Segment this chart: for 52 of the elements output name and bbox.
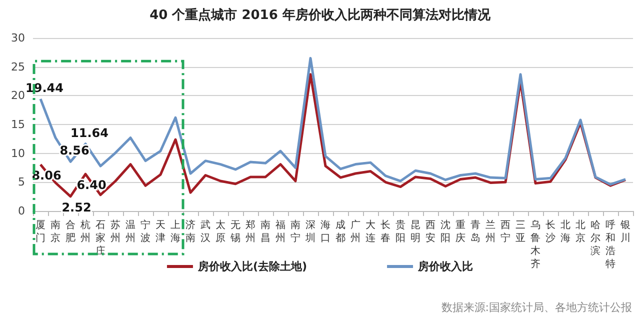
x-tick-label: 济南	[186, 219, 196, 244]
y-tick-label: 10	[11, 146, 25, 160]
x-tick-label: 长春	[380, 219, 390, 244]
x-tick-label: 乌鲁木齐	[530, 219, 540, 270]
x-tick-label: 西宁	[500, 220, 510, 244]
x-tick-label: 昆明	[410, 220, 420, 244]
y-tick-label: 15	[11, 118, 25, 131]
x-tick-label: 贵阳	[396, 219, 406, 244]
x-tick-label: 厦门	[36, 220, 46, 244]
x-tick-label: 南宁	[290, 219, 300, 244]
x-tick-label: 上海	[170, 219, 180, 244]
x-tick-label: 温州	[126, 219, 136, 244]
x-tick-label: 青岛	[470, 219, 480, 244]
x-tick-label: 合肥	[66, 219, 76, 244]
legend-label: 房价收入比	[417, 260, 474, 273]
x-tick-label: 三亚	[516, 220, 526, 244]
x-tick-label: 福州	[276, 219, 286, 244]
x-tick-label: 大连	[366, 219, 376, 244]
x-tick-label: 天津	[156, 220, 166, 244]
x-tick-label: 宁波	[140, 219, 150, 244]
x-tick-label: 沈阳	[440, 219, 450, 244]
source-note: 数据来源:国家统计局、各地方统计公报	[441, 301, 632, 314]
x-tick-label: 银川	[620, 220, 630, 244]
legend-label: 房价收入比(去除土地)	[196, 260, 308, 273]
x-tick-label: 深圳	[304, 219, 316, 244]
y-tick-label: 30	[11, 32, 25, 44]
y-tick-label: 0	[18, 204, 25, 218]
data-label: 2.52	[62, 200, 92, 214]
x-tick-label: 北海	[560, 219, 570, 244]
x-tick-label: 长沙	[546, 219, 556, 244]
x-tick-label: 太原	[216, 219, 226, 244]
data-label: 11.64	[70, 126, 108, 140]
x-tick-label: 杭州	[80, 219, 90, 244]
x-tick-label: 无锡	[230, 220, 240, 244]
x-tick-label: 武汉	[200, 219, 210, 244]
x-tick-label: 成都	[336, 219, 346, 244]
x-tick-label: 西安	[426, 220, 436, 244]
x-tick-label: 兰州	[486, 219, 496, 244]
x-tick-label: 哈尔滨	[590, 219, 600, 257]
chart-title: 40 个重点城市 2016 年房价收入比两种不同算法对比情况	[150, 7, 492, 23]
x-tick-label: 重庆	[456, 219, 466, 244]
y-tick-label: 25	[11, 60, 25, 74]
x-tick-label: 海口	[320, 219, 330, 244]
x-tick-label: 南昌	[260, 219, 270, 244]
x-tick-label: 南京	[50, 219, 60, 244]
x-tick-label: 北京	[576, 219, 586, 244]
x-tick-label: 郑州	[246, 219, 256, 244]
x-tick-label: 苏州	[110, 219, 120, 244]
y-tick-label: 20	[11, 89, 25, 102]
x-tick-label: 呼和浩特	[606, 219, 616, 270]
x-tick-label: 广州	[350, 219, 360, 244]
y-tick-label: 5	[18, 176, 25, 189]
